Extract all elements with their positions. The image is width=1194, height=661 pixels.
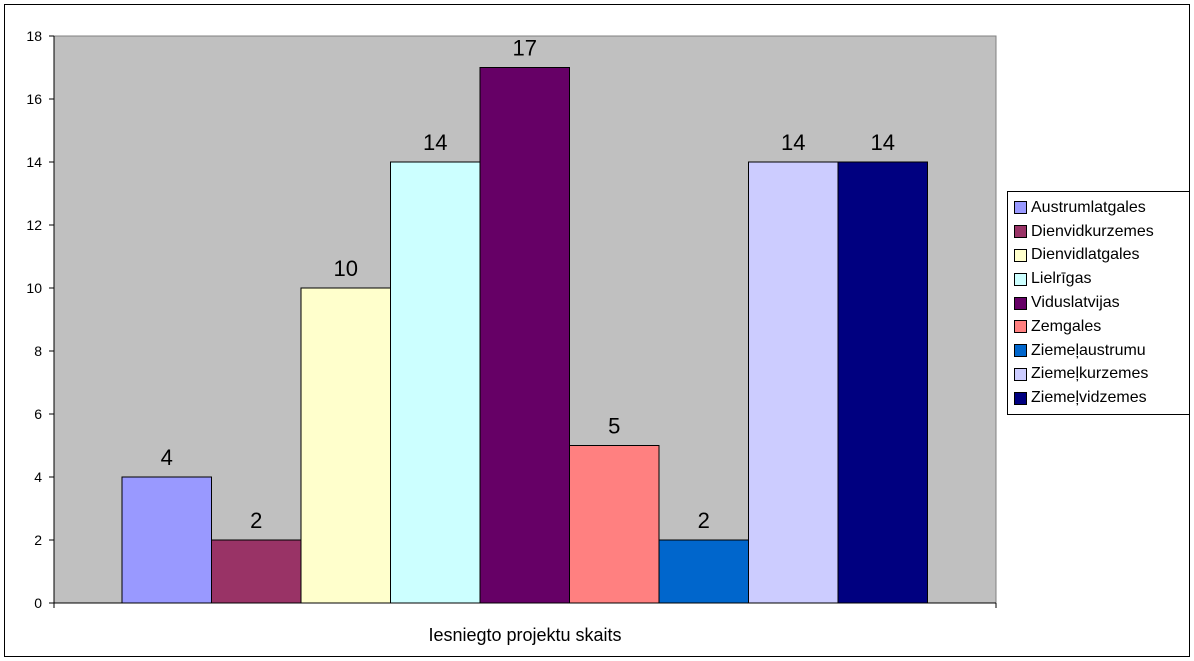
data-label: 14 bbox=[423, 130, 447, 155]
legend-item: Viduslatvijas bbox=[1014, 291, 1189, 315]
legend-swatch bbox=[1014, 367, 1027, 381]
legend-label: Ziemeļvidzemes bbox=[1031, 389, 1147, 407]
data-label: 5 bbox=[608, 414, 620, 439]
y-tick-label: 8 bbox=[34, 343, 42, 359]
legend-swatch bbox=[1014, 248, 1027, 262]
y-tick-label: 18 bbox=[26, 28, 42, 44]
legend-item: Lielrīgas bbox=[1014, 267, 1189, 291]
data-label: 10 bbox=[334, 256, 358, 281]
legend-label: Lielrīgas bbox=[1031, 270, 1092, 288]
legend-label: Dienvidlatgales bbox=[1031, 246, 1140, 264]
legend-label: Austrumlatgales bbox=[1031, 198, 1146, 216]
legend-item: Zemgales bbox=[1014, 315, 1189, 339]
y-tick-label: 6 bbox=[34, 406, 42, 422]
legend-item: Dienvidkurzemes bbox=[1014, 220, 1189, 244]
y-axis: 0 2 4 6 8 10 12 14 16 18 bbox=[26, 28, 55, 611]
legend-swatch bbox=[1014, 201, 1027, 215]
y-tick-label: 2 bbox=[34, 532, 42, 548]
data-labels: 4 2 10 14 17 5 2 14 14 bbox=[161, 36, 895, 534]
legend-swatch bbox=[1014, 225, 1027, 239]
y-tick-label: 16 bbox=[26, 91, 42, 107]
legend-label: Ziemeļkurzemes bbox=[1031, 365, 1149, 383]
legend: Austrumlatgales Dienvidkurzemes Dienvidlat… bbox=[1007, 191, 1190, 416]
legend-item: Austrumlatgales bbox=[1014, 196, 1189, 220]
bar-ziemeļkurzemes bbox=[748, 161, 839, 604]
bar-austrumlatgales bbox=[121, 476, 212, 604]
bar-lielrīgas bbox=[390, 161, 481, 604]
bar-ziemeļaustrumu bbox=[658, 539, 749, 604]
legend-label: Ziemeļaustrumu bbox=[1031, 341, 1146, 359]
bar-ziemeļvidzemes bbox=[837, 161, 928, 604]
legend-swatch bbox=[1014, 320, 1027, 334]
data-label: 4 bbox=[161, 445, 173, 470]
bar-zemgales bbox=[569, 445, 660, 604]
x-axis-label: Iesniegto projektu skaits bbox=[428, 625, 621, 645]
data-label: 2 bbox=[250, 508, 262, 533]
legend-item: Ziemeļvidzemes bbox=[1014, 386, 1189, 410]
x-axis bbox=[53, 602, 997, 608]
y-tick-label: 10 bbox=[26, 280, 42, 296]
legend-item: Ziemeļkurzemes bbox=[1014, 363, 1189, 387]
y-tick-label: 4 bbox=[34, 469, 42, 485]
bar-dienvidlatgales bbox=[300, 287, 391, 604]
data-label: 14 bbox=[781, 130, 805, 155]
y-tick-label: 14 bbox=[26, 154, 42, 170]
data-label: 14 bbox=[871, 130, 895, 155]
bar-viduslatvijas bbox=[479, 67, 570, 604]
legend-swatch bbox=[1014, 296, 1027, 310]
legend-label: Zemgales bbox=[1031, 317, 1102, 335]
bar-dienvidkurzemes bbox=[211, 539, 302, 604]
legend-item: Dienvidlatgales bbox=[1014, 244, 1189, 268]
data-label: 2 bbox=[698, 508, 710, 533]
legend-swatch bbox=[1014, 344, 1027, 358]
bars bbox=[121, 67, 928, 604]
legend-label: Dienvidkurzemes bbox=[1031, 222, 1154, 240]
legend-label: Viduslatvijas bbox=[1031, 294, 1120, 312]
y-tick-label: 12 bbox=[26, 217, 42, 233]
legend-item: Ziemeļaustrumu bbox=[1014, 339, 1189, 363]
y-tick-label: 0 bbox=[34, 595, 42, 611]
data-label: 17 bbox=[513, 36, 537, 61]
legend-swatch bbox=[1014, 272, 1027, 286]
legend-swatch bbox=[1014, 391, 1027, 405]
